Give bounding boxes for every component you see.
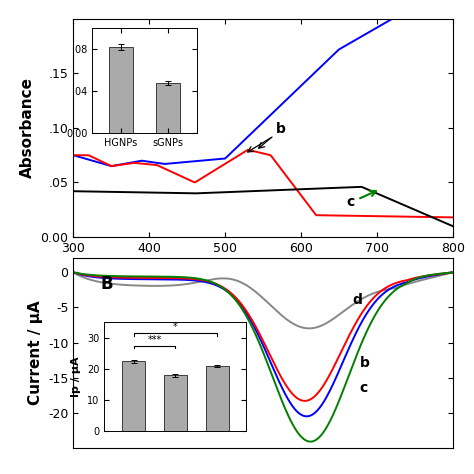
Bar: [206, 366, 228, 431]
X-axis label: Wavelength / nm: Wavelength / nm: [191, 260, 336, 275]
Y-axis label: Absorbance: Absorbance: [20, 77, 35, 179]
Y-axis label: Ip / μA: Ip / μA: [72, 356, 82, 397]
Bar: [164, 375, 187, 431]
Bar: [156, 82, 180, 133]
Text: b: b: [360, 356, 370, 370]
Text: c: c: [360, 381, 368, 395]
Text: d: d: [352, 293, 362, 307]
Text: ***: ***: [147, 335, 162, 345]
Bar: [109, 47, 133, 133]
Text: *: *: [173, 322, 178, 332]
Text: c: c: [346, 191, 376, 210]
Text: b: b: [259, 122, 286, 148]
Y-axis label: Current / μA: Current / μA: [27, 301, 43, 405]
Text: B: B: [100, 275, 113, 293]
Bar: [122, 361, 145, 431]
